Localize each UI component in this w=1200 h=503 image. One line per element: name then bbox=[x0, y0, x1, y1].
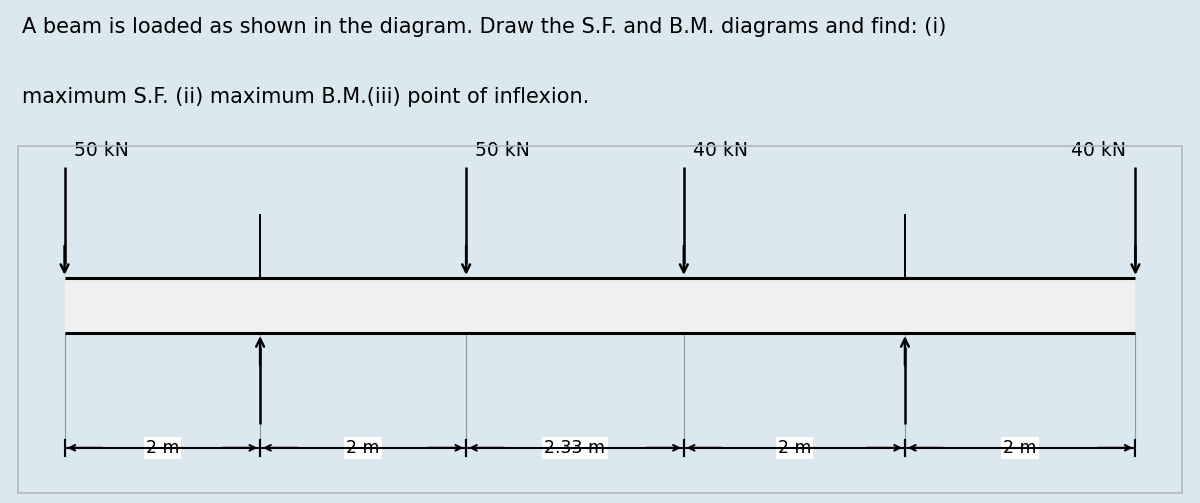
Text: 2 m: 2 m bbox=[145, 439, 179, 457]
Text: 2 m: 2 m bbox=[1003, 439, 1037, 457]
Text: 40 kN: 40 kN bbox=[1072, 141, 1126, 160]
Text: A beam is loaded as shown in the diagram. Draw the S.F. and B.M. diagrams and fi: A beam is loaded as shown in the diagram… bbox=[22, 17, 946, 37]
Text: 40 kN: 40 kN bbox=[694, 141, 748, 160]
Text: 2.33 m: 2.33 m bbox=[545, 439, 606, 457]
Text: maximum S.F. (ii) maximum B.M.(iii) point of inflexion.: maximum S.F. (ii) maximum B.M.(iii) poin… bbox=[22, 88, 589, 107]
Text: 50 kN: 50 kN bbox=[475, 141, 530, 160]
Text: 50 kN: 50 kN bbox=[74, 141, 128, 160]
Text: 2 m: 2 m bbox=[778, 439, 811, 457]
Text: 2 m: 2 m bbox=[347, 439, 380, 457]
Bar bbox=[65, 278, 1135, 333]
